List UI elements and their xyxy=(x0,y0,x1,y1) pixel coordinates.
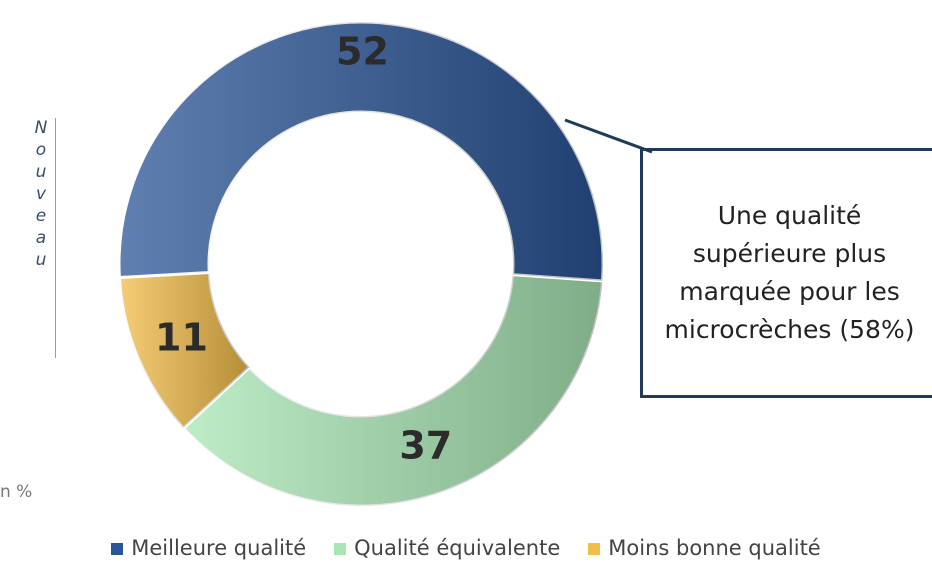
legend: Meilleure qualité Qualité équivalente Moin… xyxy=(0,536,932,560)
legend-item: Moins bonne qualité xyxy=(588,536,821,560)
legend-swatch xyxy=(111,543,124,555)
legend-label: Meilleure qualité xyxy=(131,536,307,560)
callout-connector xyxy=(564,118,653,154)
legend-swatch xyxy=(334,543,347,555)
legend-label: Qualité équivalente xyxy=(354,536,561,560)
slice-shade xyxy=(119,272,250,429)
value-label: 11 xyxy=(155,316,208,360)
legend-swatch xyxy=(588,543,601,555)
legend-item: Meilleure qualité xyxy=(111,536,306,560)
value-label: 52 xyxy=(336,30,389,74)
unit-note: n % xyxy=(0,482,33,502)
legend-label: Moins bonne qualité xyxy=(608,536,821,560)
legend-item: Qualité équivalente xyxy=(334,536,560,560)
callout: Une qualité supérieure plus marquée pour… xyxy=(640,148,932,398)
value-label: 37 xyxy=(399,423,452,467)
slice-shade xyxy=(119,22,603,281)
slice-shade xyxy=(183,274,603,507)
side-label: Nouveau xyxy=(27,118,56,358)
